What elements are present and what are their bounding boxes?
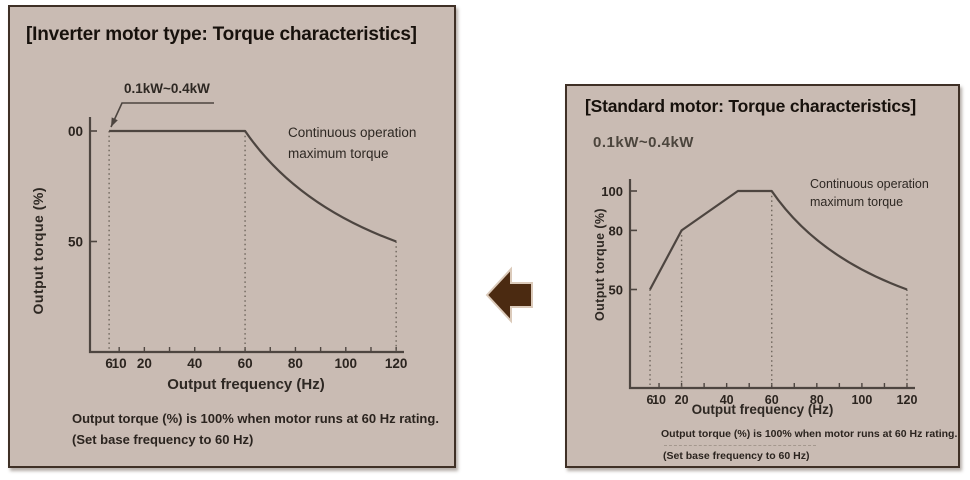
leader-arrowhead-icon: [111, 117, 118, 127]
panel-standard-motor: 6 10 20 40 60 80 100 120 100 80 50 [Standard motor…: [565, 84, 960, 468]
annotation-leader-line: [110, 102, 214, 128]
power-rating-label: 0.1kW~0.4kW: [593, 134, 694, 151]
annotation-line: maximum torque: [288, 146, 389, 161]
x-tick-label: 40: [720, 393, 734, 407]
x-tick-label: 120: [385, 356, 408, 371]
x-tick-label: 60: [765, 393, 779, 407]
annotation-line: Continuous operation: [810, 177, 929, 191]
annotation-line: maximum torque: [810, 195, 904, 209]
y-tick-label: 00: [68, 124, 83, 139]
panel-title: [Standard motor: Torque characteristics]: [585, 96, 917, 116]
torque-curve: [109, 129, 397, 243]
continuous-operation-annotation: Continuous operation maximum torque: [810, 175, 929, 211]
x-tick-label: 6: [105, 356, 113, 371]
x-tick-label: 60: [238, 356, 253, 371]
axis-lines: [628, 179, 915, 390]
x-axis-label: Output frequency (Hz): [691, 402, 834, 417]
x-tick-label: 120: [897, 393, 918, 407]
x-tick-label: 20: [675, 393, 689, 407]
torque-note-line1: Output torque (%) is 100% when motor run…: [72, 411, 439, 426]
torque-note-line2: (Set base frequency to 60 Hz): [72, 432, 254, 447]
continuous-operation-annotation: Continuous operation maximum torque: [288, 122, 416, 164]
x-axis-label: Output frequency (Hz): [167, 376, 325, 393]
x-tick-label: 6: [647, 393, 654, 407]
axis-lines: [88, 117, 404, 354]
y-tick-label: 100: [601, 184, 623, 199]
left-arrow-icon: [484, 266, 534, 324]
x-tick-label: 100: [851, 393, 872, 407]
torque-note-line1: Output torque (%) is 100% when motor run…: [661, 428, 958, 440]
x-tick-label: 10: [112, 356, 127, 371]
torque-note-line2: (Set base frequency to 60 Hz): [663, 450, 810, 462]
footer-dashed-underline: [664, 445, 816, 446]
x-tick-label: 40: [187, 356, 202, 371]
annotation-line: Continuous operation: [288, 125, 417, 140]
y-tick-label: 50: [68, 235, 83, 250]
torque-curve: [649, 189, 908, 291]
x-tick-label: 10: [652, 393, 666, 407]
x-tick-label: 20: [137, 356, 152, 371]
y-tick-label: 50: [609, 283, 623, 298]
y-tick-label: 80: [609, 223, 623, 238]
panel-title: [Inverter motor type: Torque characteris…: [26, 24, 417, 45]
y-axis-label: Output torque (%): [593, 208, 607, 322]
panel-inverter-motor: 6 10 20 40 60 80 100 120 00 50 [Inverter motor ty…: [8, 5, 456, 468]
x-tick-label: 100: [335, 356, 358, 371]
inverter-torque-chart: 610 20 40 60 80 100 120 00 50: [68, 102, 408, 371]
x-tick-label: 80: [288, 356, 303, 371]
power-rating-label: 0.1kW~0.4kW: [124, 81, 210, 96]
y-axis-label: Output torque (%): [30, 187, 46, 315]
x-tick-label: 80: [810, 393, 824, 407]
standard-torque-chart: 610 20 40 60 80 100 120 100 80 50: [601, 179, 918, 407]
